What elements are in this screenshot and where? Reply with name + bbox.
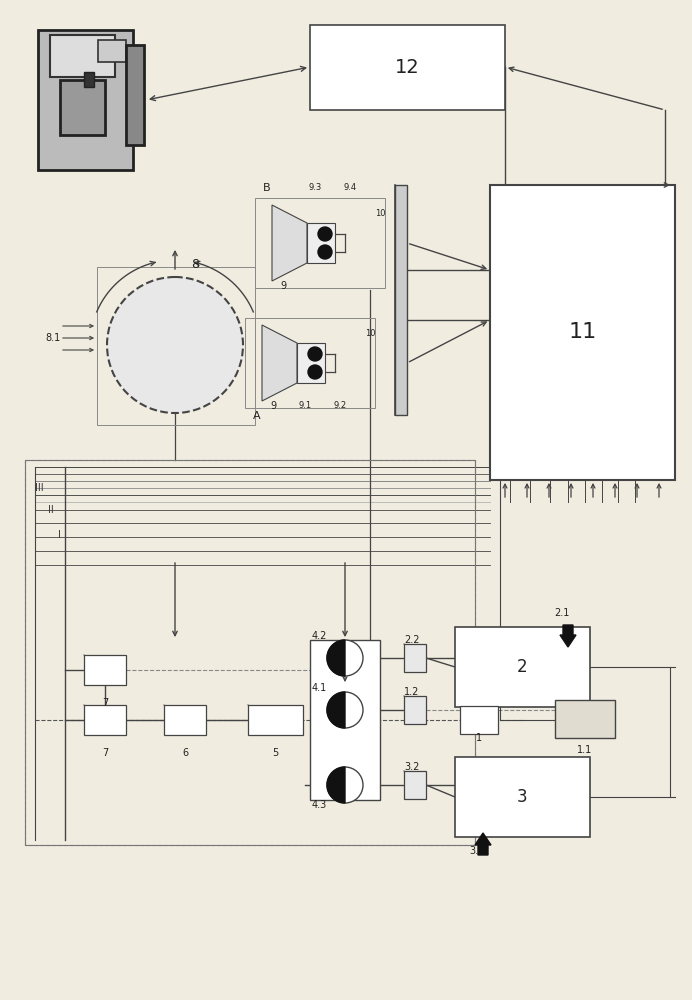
Text: II: II xyxy=(48,505,54,515)
Text: 11: 11 xyxy=(568,322,597,342)
Bar xyxy=(404,771,426,799)
Bar xyxy=(245,318,375,408)
FancyArrow shape xyxy=(560,625,576,647)
Text: 3.1: 3.1 xyxy=(469,846,484,856)
Text: 9.3: 9.3 xyxy=(309,184,322,192)
Bar xyxy=(25,460,475,845)
Bar xyxy=(164,705,206,735)
Bar xyxy=(490,185,675,480)
Text: 2.2: 2.2 xyxy=(404,635,420,645)
Circle shape xyxy=(327,640,363,676)
FancyArrow shape xyxy=(475,833,491,855)
Circle shape xyxy=(318,245,332,259)
Text: 7: 7 xyxy=(102,698,108,708)
Bar xyxy=(255,198,385,288)
Circle shape xyxy=(327,767,363,803)
Text: B: B xyxy=(263,183,271,193)
Bar xyxy=(455,627,590,707)
Text: 4.2: 4.2 xyxy=(312,631,327,641)
Bar xyxy=(84,655,126,685)
Text: 10: 10 xyxy=(375,209,385,218)
Bar xyxy=(307,223,335,263)
Text: 9: 9 xyxy=(270,401,276,411)
Circle shape xyxy=(327,692,363,728)
Text: 1.2: 1.2 xyxy=(404,687,419,697)
Bar xyxy=(460,706,498,734)
Bar xyxy=(97,267,255,425)
Text: 9: 9 xyxy=(280,281,286,291)
Text: 9.2: 9.2 xyxy=(334,401,347,410)
Text: 2.1: 2.1 xyxy=(554,608,570,618)
Bar xyxy=(126,45,144,145)
Text: 4.1: 4.1 xyxy=(312,683,327,693)
Bar xyxy=(310,25,505,110)
Text: 1: 1 xyxy=(476,733,482,743)
Bar xyxy=(404,644,426,672)
Text: 2: 2 xyxy=(517,658,528,676)
Bar xyxy=(98,40,126,62)
Polygon shape xyxy=(327,692,345,728)
Text: III: III xyxy=(35,483,44,493)
Text: 3.2: 3.2 xyxy=(404,762,419,772)
Text: 7: 7 xyxy=(102,748,108,758)
Text: 5: 5 xyxy=(272,748,278,758)
Polygon shape xyxy=(327,767,345,803)
Circle shape xyxy=(318,227,332,241)
Text: 8.1: 8.1 xyxy=(45,333,60,343)
Bar xyxy=(60,80,105,135)
Bar xyxy=(555,700,615,738)
Circle shape xyxy=(107,277,243,413)
Text: 4.3: 4.3 xyxy=(312,800,327,810)
Text: I: I xyxy=(58,530,61,540)
Text: 3: 3 xyxy=(517,788,528,806)
Text: 9.1: 9.1 xyxy=(298,401,311,410)
Bar xyxy=(455,757,590,837)
Polygon shape xyxy=(262,325,297,401)
Text: 8: 8 xyxy=(191,258,199,271)
Polygon shape xyxy=(272,205,307,281)
Bar xyxy=(404,696,426,724)
Text: 10: 10 xyxy=(365,328,375,338)
Bar xyxy=(84,705,126,735)
Text: 12: 12 xyxy=(395,58,420,77)
Text: 1.1: 1.1 xyxy=(577,745,592,755)
Text: A: A xyxy=(253,411,261,421)
Circle shape xyxy=(308,365,322,379)
Text: 9.4: 9.4 xyxy=(343,184,356,192)
Bar xyxy=(310,640,380,800)
Circle shape xyxy=(308,347,322,361)
Polygon shape xyxy=(327,640,345,676)
Bar xyxy=(297,343,325,383)
Bar xyxy=(25,460,475,845)
Bar xyxy=(248,705,303,735)
Bar xyxy=(50,35,115,77)
Bar xyxy=(38,30,133,170)
Bar xyxy=(84,72,94,87)
Text: 6: 6 xyxy=(182,748,188,758)
Bar xyxy=(395,185,407,415)
